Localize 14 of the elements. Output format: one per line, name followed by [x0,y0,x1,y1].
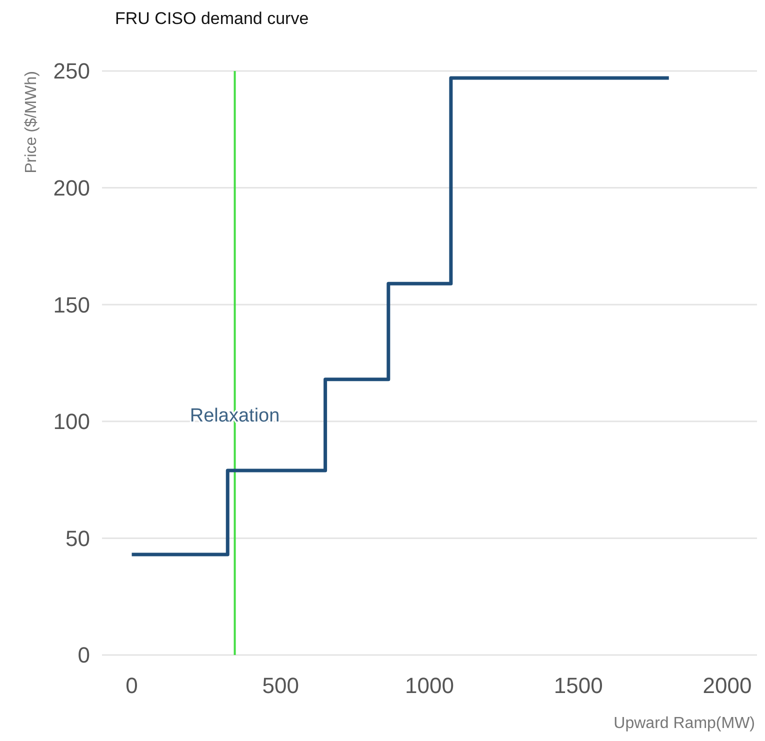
x-tick-label: 500 [262,673,299,698]
x-tick-label: 1500 [554,673,603,698]
x-tick-label: 1000 [405,673,454,698]
x-axis-title: Upward Ramp(MW) [614,715,755,732]
y-tick-label: 200 [53,176,90,200]
y-axis-title: Price ($/MWh) [23,71,40,174]
y-tick-label: 0 [78,642,90,668]
y-tick-label: 100 [53,409,90,434]
y-tick-label: 250 [53,58,90,84]
chart-title: FRU CISO demand curve [115,9,309,28]
y-tick-label: 50 [66,526,90,551]
x-tick-label: 0 [126,673,138,698]
x-tick-label: 2000 [702,673,752,698]
y-tick-label: 150 [53,292,90,318]
